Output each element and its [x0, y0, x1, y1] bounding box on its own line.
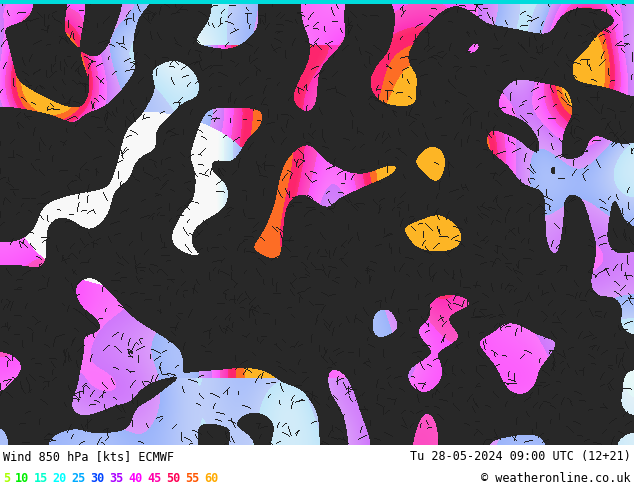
Text: Tu 28-05-2024 09:00 UTC (12+21): Tu 28-05-2024 09:00 UTC (12+21)	[410, 450, 631, 463]
Text: Wind 850 hPa [kts] ECMWF: Wind 850 hPa [kts] ECMWF	[3, 450, 174, 463]
Text: 40: 40	[129, 472, 143, 485]
Text: 60: 60	[205, 472, 219, 485]
Text: © weatheronline.co.uk: © weatheronline.co.uk	[481, 472, 631, 485]
Text: 35: 35	[110, 472, 124, 485]
Text: 45: 45	[148, 472, 162, 485]
Text: 20: 20	[53, 472, 67, 485]
Text: 50: 50	[167, 472, 181, 485]
Text: 55: 55	[186, 472, 200, 485]
Text: 15: 15	[34, 472, 48, 485]
Text: 5: 5	[3, 472, 10, 485]
Text: 30: 30	[91, 472, 105, 485]
Text: 10: 10	[15, 472, 29, 485]
Text: 25: 25	[72, 472, 86, 485]
